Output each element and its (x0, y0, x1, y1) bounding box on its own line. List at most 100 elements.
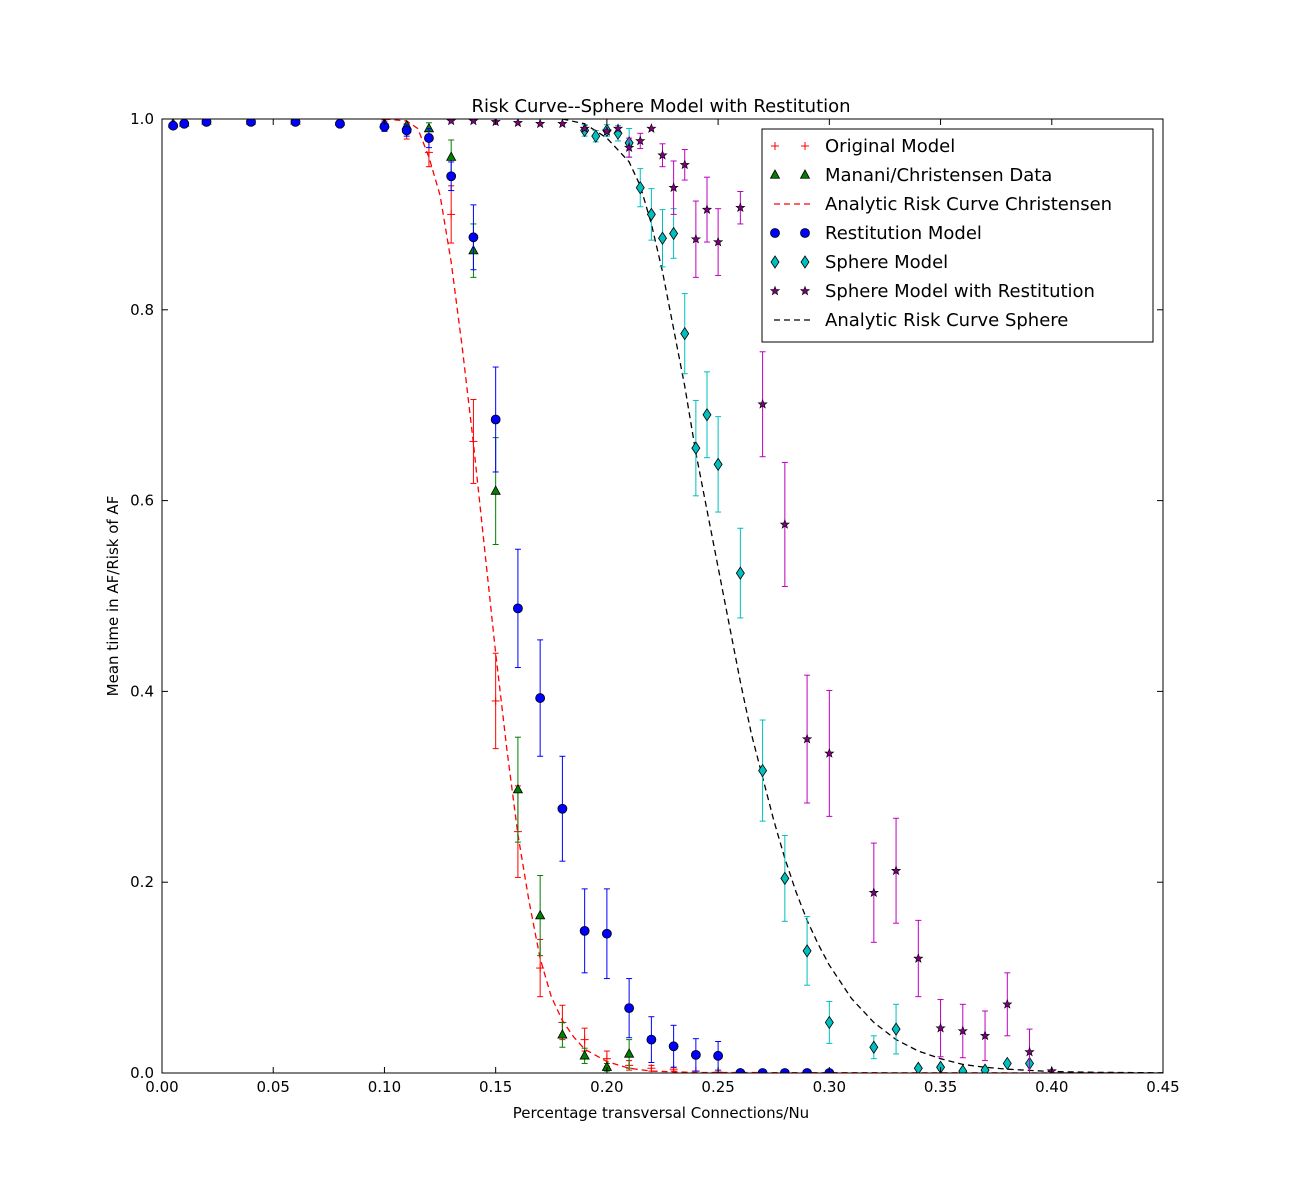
data-point (401, 125, 412, 136)
x-tick-label: 0.05 (257, 1078, 290, 1096)
data-point (168, 120, 179, 131)
data-point (868, 887, 879, 898)
legend-label: Manani/Christensen Data (825, 165, 1052, 186)
legend-marker (770, 228, 780, 238)
data-point (758, 763, 768, 778)
data-point (757, 1068, 768, 1073)
data-point (424, 148, 433, 157)
data-point (935, 1022, 946, 1033)
data-point (824, 1015, 834, 1030)
data-point (780, 871, 790, 886)
series-4 (446, 119, 1057, 1073)
legend-entry: Manani/Christensen Data (769, 165, 1052, 186)
data-point (446, 171, 457, 182)
data-point (713, 1050, 724, 1061)
y-axis-label: Mean time in AF/Risk of AF (104, 496, 122, 697)
data-point (646, 1034, 657, 1045)
legend-label: Original Model (825, 136, 955, 157)
data-point (701, 204, 713, 214)
data-point (647, 1064, 656, 1073)
data-point (669, 226, 679, 241)
data-point (534, 909, 546, 920)
data-point (612, 123, 624, 133)
axes: 0.00 0.05 0.10 0.15 0.20 0.25 0.30 0.35 0.40 0.45… (130, 110, 1180, 1096)
x-tick-label: 0.30 (813, 1078, 846, 1096)
data-point (490, 414, 501, 425)
data-point (735, 202, 746, 213)
data-point (658, 231, 667, 245)
data-point (646, 123, 657, 133)
x-tick-label: 0.40 (1035, 1078, 1068, 1096)
data-point (557, 1029, 568, 1039)
data-point (246, 119, 256, 127)
legend-marker (771, 142, 779, 150)
data-point (824, 748, 835, 758)
data-point (690, 1049, 701, 1060)
x-tick-label: 0.20 (590, 1078, 623, 1096)
data-point (602, 1054, 611, 1063)
legend-entry: Sphere Model (770, 252, 948, 273)
data-point (635, 135, 646, 146)
legend-marker (799, 169, 811, 179)
data-point (512, 783, 524, 794)
plot-frame (161, 118, 1164, 1074)
data-point (735, 566, 745, 580)
data-point (424, 133, 434, 143)
x-tick-label: 0.35 (924, 1078, 957, 1096)
data-point (468, 232, 479, 243)
legend-entry: Sphere Model with Restitution (769, 281, 1095, 302)
legend-marker (769, 169, 781, 179)
data-point (579, 123, 590, 133)
x-tick-label: 0.00 (145, 1078, 178, 1096)
data-point (623, 1048, 635, 1058)
data-point (635, 180, 645, 195)
data-point (668, 182, 679, 193)
data-point (469, 437, 478, 446)
data-point (491, 696, 500, 705)
data-point (713, 236, 724, 247)
x-axis-label: Percentage transversal Connections/Nu (513, 1104, 809, 1122)
data-point (179, 119, 190, 129)
legend-label: Analytic Risk Curve Christensen (825, 194, 1112, 215)
data-point (690, 233, 701, 244)
data-point (624, 1003, 635, 1014)
data-point (958, 1064, 968, 1073)
data-point (913, 953, 924, 963)
data-point (702, 408, 712, 422)
data-point (535, 693, 546, 703)
data-point (713, 457, 723, 472)
data-point (591, 129, 601, 143)
data-point (624, 142, 635, 152)
y-tick-label: 0.6 (130, 492, 154, 510)
data-point (979, 1030, 991, 1041)
data-point (802, 944, 812, 958)
x-tick-label: 0.45 (1146, 1078, 1179, 1096)
data-point (679, 159, 690, 170)
data-point (891, 1022, 901, 1036)
x-tick-label: 0.10 (368, 1078, 401, 1096)
data-point (735, 1068, 746, 1073)
legend-entry: Analytic Risk Curve Sphere (774, 310, 1068, 331)
legend-label: Restitution Model (825, 223, 982, 244)
data-point (536, 964, 545, 973)
data-point (802, 733, 813, 744)
data-point (757, 398, 768, 409)
legend-entry: Analytic Risk Curve Christensen (774, 194, 1112, 215)
data-point (957, 1025, 968, 1036)
series-1 (167, 119, 635, 1072)
data-point (447, 210, 456, 219)
y-tick-label: 0.2 (130, 873, 154, 891)
data-point (490, 485, 501, 495)
y-tick-label: 1.0 (130, 110, 154, 128)
series-line-6 (562, 119, 1163, 1073)
data-point (657, 149, 668, 160)
data-point (601, 928, 612, 939)
data-point (668, 1041, 679, 1052)
data-point (335, 119, 345, 129)
data-point (557, 803, 568, 814)
data-point (468, 119, 479, 126)
legend-label: Sphere Model with Restitution (825, 281, 1095, 302)
data-point (579, 925, 590, 936)
data-point (580, 1035, 589, 1044)
